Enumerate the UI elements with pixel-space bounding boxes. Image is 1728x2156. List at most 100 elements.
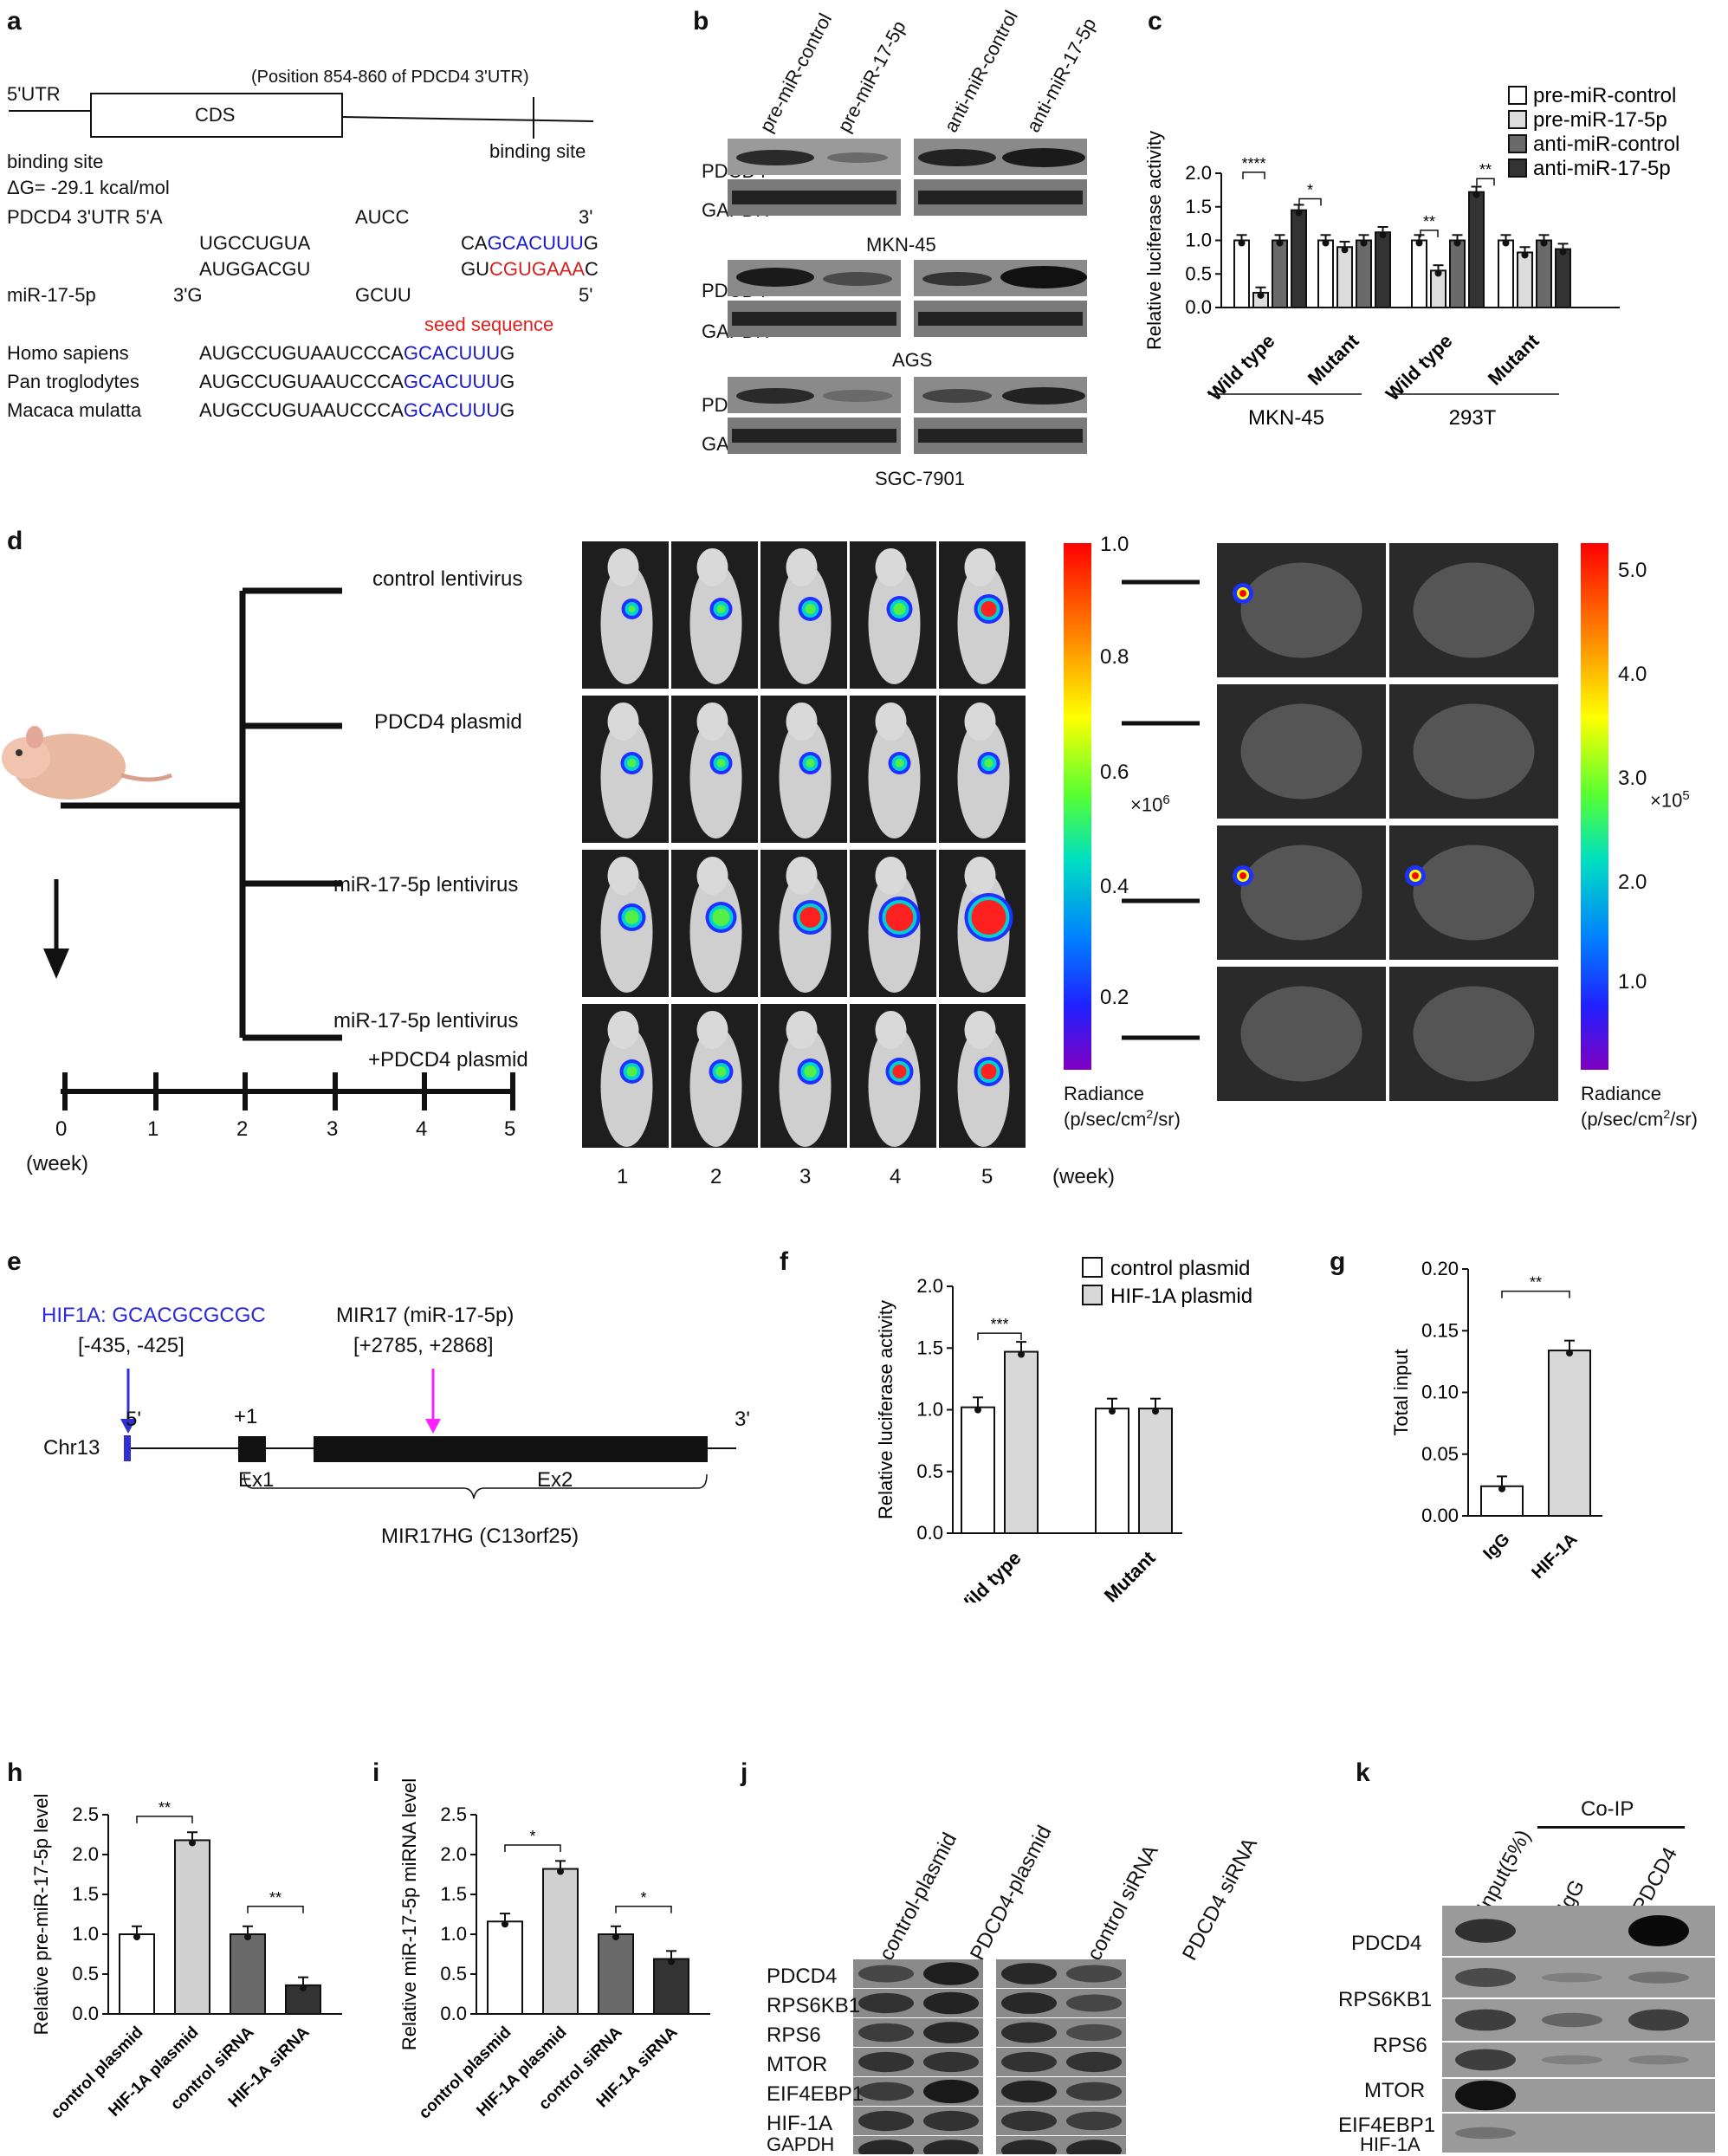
organ-tissue [1413,845,1535,941]
bar-anti-miR-control [1356,239,1372,308]
bar-anti-miR-17-5p [1555,248,1571,308]
y-tick-label: 0.0 [440,2003,467,2024]
lane-j-0: control-plasmid [875,1829,962,1965]
blot-band [1001,2140,1057,2154]
radiance-unit-1: (p/sec/cm2/sr) [1064,1107,1181,1130]
mouse-body [600,563,653,684]
pair-bot-left: AUGGACGU [199,258,311,280]
blot-band [1001,2022,1057,2043]
y-tick-label: 1.0 [72,1923,99,1945]
y-tick-label: 1.5 [440,1883,467,1905]
bar-anti-miR-17-5p [1291,209,1307,308]
blot-band [1066,1994,1122,2012]
signal-core [895,759,904,767]
signal-core [716,605,726,613]
bar-HIF-1A plasmid [542,1868,579,2015]
exon2-label: Ex2 [537,1468,573,1492]
species-name-1: Pan troglodytes [7,371,139,392]
mir17-label: MIR17 (miR-17-5p) [336,1304,515,1327]
mouse-head [696,702,728,741]
signal-core [980,1064,997,1079]
data-point [133,1933,140,1940]
sig-label: * [640,1889,646,1907]
week-2: 2 [710,1165,722,1188]
signal-core [892,1065,907,1078]
lane-k-0: Input(5%) [1472,1826,1536,1917]
data-point [1502,239,1510,247]
sig-bracket [1242,172,1265,179]
y-axis-label: Relative luciferase activity [1143,131,1165,350]
legend-swatch [1508,134,1527,153]
organ-tissue [1413,986,1535,1082]
mouse-head [696,1011,728,1049]
data-point [1257,291,1265,299]
legend-label: HIF-1A plasmid [1110,1285,1252,1308]
group-pdcd4-plasmid: PDCD4 plasmid [374,710,522,734]
cell-line-label: 293T [1449,406,1497,430]
x-category: Mutant [1100,1546,1160,1602]
sig-label: * [1307,181,1313,198]
sig-label: ** [1479,161,1492,178]
y-tick-label: 1.5 [72,1883,99,1905]
hotspot-core [1239,872,1246,879]
species-name-2: Macaca mulatta [7,399,142,421]
data-point [1109,1408,1116,1415]
j-row-3: MTOR [767,2053,828,2076]
mouse-head [786,702,818,741]
blot-band [1628,2055,1689,2065]
y-axis-label: Relative luciferase activity [875,1300,896,1519]
data-point [1434,269,1442,277]
scale2-tick-2: 3.0 [1618,767,1647,790]
blot-band [1066,2111,1122,2131]
y-tick-label: 1.0 [440,1923,467,1945]
mouse-head [786,548,818,586]
signal-core [627,759,637,767]
bar-control plasmid [487,1920,523,2015]
radiance-scale-2 [1581,543,1608,1070]
radiance-unit-2: (p/sec/cm2/sr) [1581,1107,1698,1130]
coip-bracket [1537,1826,1685,1829]
blot-band [1066,2051,1122,2073]
data-point [1566,1350,1573,1357]
mouse-body [779,717,832,838]
mouse-body [600,717,653,838]
data-point [612,1933,619,1940]
binding-site-left: binding site [7,151,104,172]
organ-tissue [1240,845,1362,941]
timeline-week-label: (week) [26,1152,89,1175]
k-row-4: EIF4EBP1 [1338,2114,1436,2137]
hif1a-motif: HIF1A: GCACGCGCGC [42,1304,266,1327]
signal-core [971,900,1006,935]
blot-band [1066,2023,1122,2042]
timeline-1: 1 [147,1117,159,1141]
lane-j-3: PDCD4 siRNA [1178,1834,1263,1965]
k-row-2: RPS6 [1373,2034,1427,2057]
mouse-head [607,857,639,895]
gene-3prime: 3' [735,1408,750,1431]
exon1-label: Ex1 [238,1468,275,1492]
x-category: Mutant [1484,329,1544,389]
mouse-head [607,702,639,741]
scale1-tick-4: 0.2 [1100,986,1129,1009]
mouse-head [607,1011,639,1049]
data-point [502,1920,508,1928]
radiance-label-1: Radiance [1064,1083,1144,1104]
panel-label-a: a [7,7,22,36]
signal-core [804,1065,817,1078]
lane-b-3: anti-miR-17-5p [1022,14,1101,136]
blots-b [728,139,1087,454]
blot-band [1066,2140,1122,2154]
sig-label: **** [1241,155,1265,172]
mouse-head [607,548,639,586]
sig-bracket [1298,197,1322,206]
scale1-tick-0: 1.0 [1100,533,1129,556]
sig-bracket [247,1906,304,1913]
group-mir-lentivirus: miR-17-5p lentivirus [333,873,519,897]
blot-mkn45 [728,139,1087,216]
organ-tissue [1240,703,1362,800]
hotspot-core [1239,590,1246,597]
mir-5prime: 5' [579,284,593,306]
blot-band [1628,1915,1689,1946]
y-tick-label: 0.10 [1421,1382,1459,1403]
sig-bracket [977,1332,1022,1341]
